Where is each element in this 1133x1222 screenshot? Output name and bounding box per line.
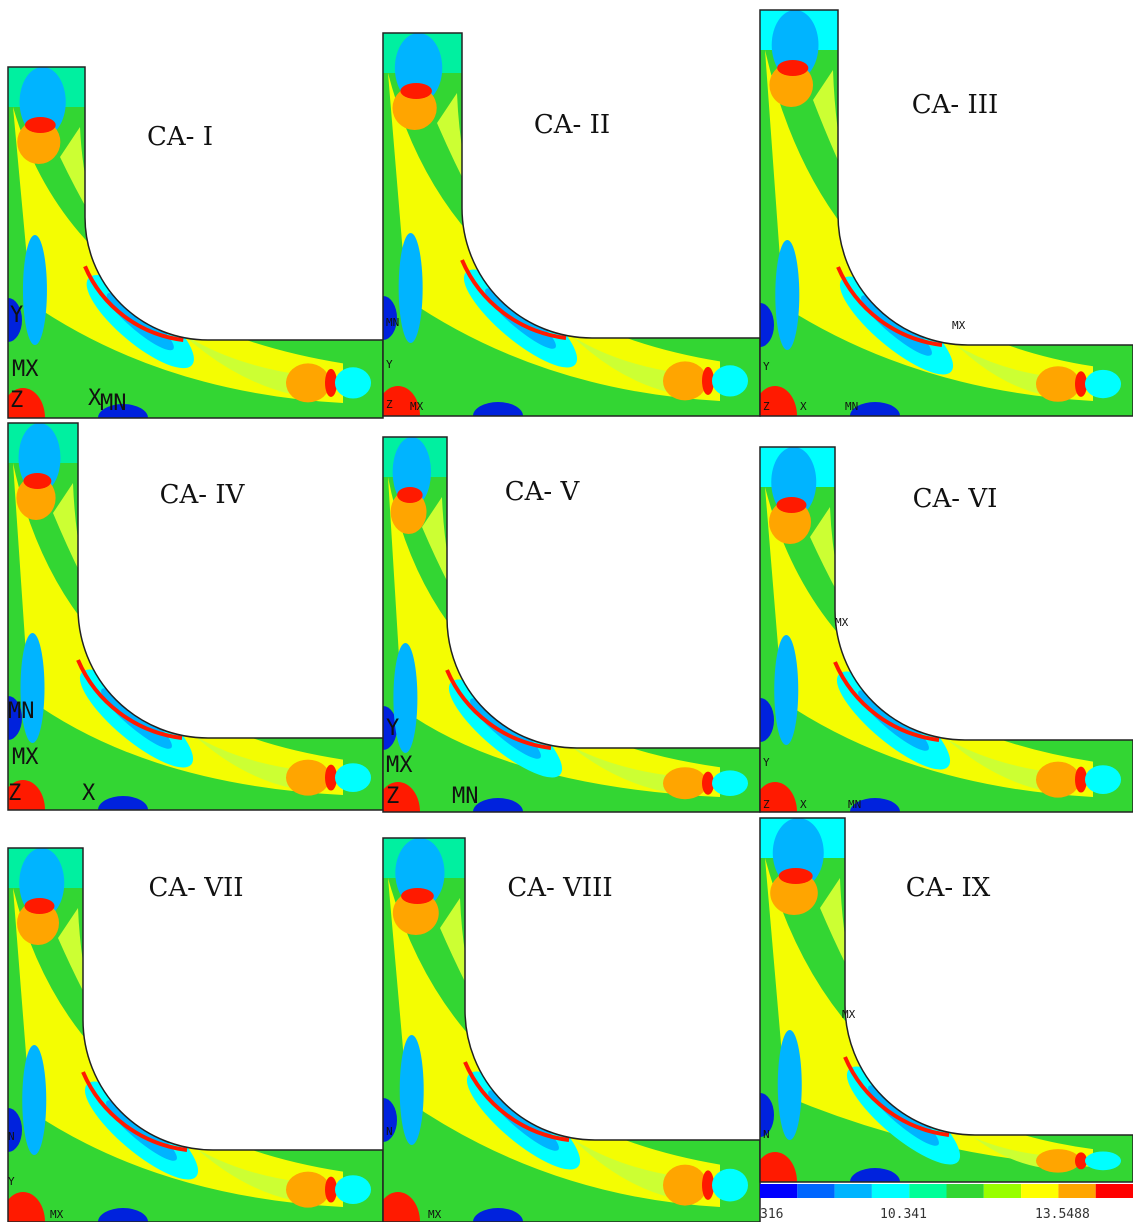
marker-label: MX bbox=[842, 1008, 856, 1021]
hotspot bbox=[777, 60, 808, 76]
hotspot bbox=[777, 497, 807, 513]
marker-label: Y bbox=[386, 716, 399, 741]
panel-label: CA- IV bbox=[160, 480, 246, 510]
field-band bbox=[712, 365, 748, 396]
marker-label: MX bbox=[12, 357, 39, 382]
marker-label: Y bbox=[763, 360, 770, 373]
colorbar-segment bbox=[947, 1184, 984, 1198]
marker-label: MX bbox=[50, 1208, 64, 1221]
colorbar-segment bbox=[797, 1184, 834, 1198]
marker-label: MX bbox=[428, 1208, 442, 1221]
marker-label: Y bbox=[763, 756, 770, 769]
marker-label: MX bbox=[12, 745, 39, 770]
field-band bbox=[22, 1045, 46, 1155]
colorbar-segment bbox=[760, 1184, 797, 1198]
hotspot bbox=[1036, 366, 1080, 402]
marker-label: N bbox=[8, 1130, 15, 1143]
marker-label: X bbox=[800, 400, 807, 413]
marker-label: MX bbox=[952, 319, 966, 332]
marker-label: Z bbox=[10, 388, 23, 413]
marker-label: MN bbox=[845, 400, 858, 413]
field-band bbox=[399, 233, 423, 343]
colorbar-segment bbox=[984, 1184, 1021, 1198]
colorbar-segment bbox=[835, 1184, 872, 1198]
panel bbox=[746, 10, 1133, 446]
marker-label: Z bbox=[386, 784, 399, 809]
field-band bbox=[400, 1035, 424, 1145]
marker-label: Z bbox=[763, 798, 770, 811]
hotspot bbox=[23, 473, 51, 489]
field-band bbox=[712, 770, 748, 796]
hotspot bbox=[397, 487, 423, 503]
hotspot bbox=[401, 888, 434, 904]
marker-label: X bbox=[82, 781, 96, 806]
panel-label: CA- V bbox=[505, 477, 581, 507]
hotspot bbox=[663, 361, 707, 400]
panel-label: CA- III bbox=[912, 90, 999, 120]
hotspot bbox=[779, 868, 813, 884]
marker-label: Z bbox=[763, 400, 770, 413]
figure: CA- I Y MX Z X MN CA- II MN Y Z MX CA- III MX Y Z X MN CA… bbox=[0, 0, 1133, 1222]
hotspot bbox=[286, 363, 330, 402]
marker-label: Z bbox=[386, 398, 393, 411]
hotspot bbox=[1036, 762, 1080, 798]
colorbar-segment bbox=[909, 1184, 946, 1198]
field-band bbox=[335, 367, 371, 398]
colorbar-segment bbox=[872, 1184, 909, 1198]
colorbar-label: 13.5488 bbox=[1035, 1207, 1090, 1222]
colorbar-segment bbox=[1058, 1184, 1095, 1198]
colorbar-segment bbox=[1096, 1184, 1133, 1198]
colorbar-label: 316 bbox=[760, 1207, 783, 1222]
field-band bbox=[774, 635, 798, 745]
marker-label: MN bbox=[386, 316, 399, 329]
marker-label: Y bbox=[10, 303, 23, 328]
panel bbox=[369, 33, 760, 446]
panel-label: CA- IX bbox=[906, 873, 991, 903]
field-band bbox=[23, 235, 47, 345]
panel-label: CA- VI bbox=[913, 484, 998, 514]
marker-label: MN bbox=[100, 391, 127, 416]
marker-label: MN bbox=[8, 699, 35, 724]
marker-label: MN bbox=[848, 798, 861, 811]
field-band bbox=[1085, 370, 1121, 398]
marker-label: MX bbox=[835, 616, 849, 629]
marker-label: Y bbox=[386, 358, 393, 371]
field-band bbox=[1085, 1151, 1121, 1170]
field-band bbox=[335, 1175, 371, 1204]
marker-label: Y bbox=[8, 1175, 15, 1188]
field-band bbox=[21, 633, 45, 743]
hotspot bbox=[25, 117, 56, 133]
hotspot bbox=[1036, 1149, 1080, 1173]
hotspot bbox=[286, 1172, 330, 1208]
marker-label: MN bbox=[452, 784, 479, 809]
panel-label: CA- II bbox=[534, 110, 610, 140]
marker-label: MX bbox=[410, 400, 424, 413]
panel bbox=[0, 848, 383, 1222]
colorbar-segment bbox=[1021, 1184, 1058, 1198]
marker-label: Z bbox=[8, 781, 21, 806]
marker-label: MX bbox=[386, 753, 413, 778]
colorbar-label: 10.341 bbox=[880, 1207, 927, 1222]
panel-label: CA- I bbox=[147, 122, 213, 152]
hotspot bbox=[400, 83, 432, 99]
field-band bbox=[335, 763, 371, 792]
hotspot bbox=[663, 767, 707, 799]
field-band bbox=[778, 1030, 802, 1140]
field-band bbox=[712, 1169, 748, 1202]
field-band bbox=[775, 240, 799, 350]
panel-label: CA- VIII bbox=[507, 873, 612, 903]
hotspot bbox=[286, 760, 330, 796]
field-band bbox=[1085, 765, 1121, 794]
marker-label: X bbox=[800, 798, 807, 811]
hotspot bbox=[663, 1165, 707, 1206]
marker-label: N bbox=[763, 1128, 770, 1141]
marker-label: N bbox=[386, 1125, 393, 1138]
hotspot bbox=[25, 898, 55, 914]
panel-label: CA- VII bbox=[148, 873, 243, 903]
